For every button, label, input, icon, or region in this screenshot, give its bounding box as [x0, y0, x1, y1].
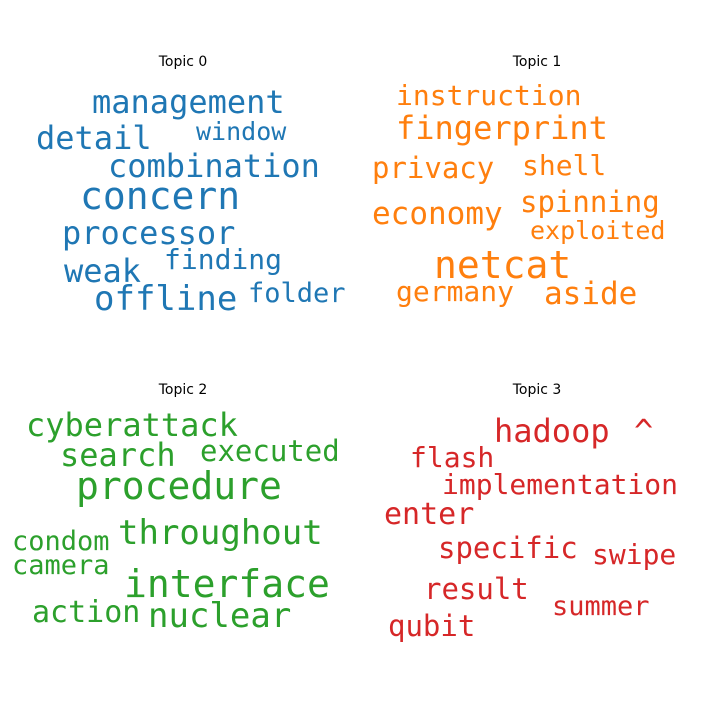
topic-2-word-condom: condom — [12, 526, 110, 557]
topic-1-word-shell: shell — [522, 149, 606, 182]
topic-3-word-qubit: qubit — [388, 609, 475, 643]
topic-0-word-combination: combination — [108, 147, 320, 185]
topic-2-word-search: search — [60, 436, 176, 474]
topic-2-word-nuclear: nuclear — [148, 596, 291, 636]
topic-3-word-summer: summer — [552, 591, 650, 622]
topic-1-word-aside: aside — [544, 276, 637, 312]
topic-2-word-interface: interface — [124, 562, 330, 606]
topic-1-word-privacy: privacy — [372, 151, 494, 185]
topic-1-word-germany: germany — [396, 275, 514, 308]
topic-3-word-implementation: implementation — [442, 468, 678, 501]
topic-0-word-finding: finding — [164, 243, 282, 276]
topic-2-word-cyberattack: cyberattack — [26, 406, 238, 444]
topic-3-word-hadoop: hadoop — [494, 412, 610, 450]
topic-1-title: Topic 1 — [512, 54, 562, 70]
topic-3-word-: ^ — [634, 412, 653, 450]
topic-2-word-throughout: throughout — [118, 513, 323, 553]
topic-0-word-processor: processor — [62, 214, 235, 252]
topic-0-word-concern: concern — [80, 174, 240, 218]
panel-topic-3: Topic 3 hadoop ^flashimplementationenters… — [384, 382, 678, 643]
topic-1-word-economy: economy — [372, 196, 503, 232]
topic-3-word-enter: enter — [384, 497, 474, 532]
topic-0-word-window: window — [196, 117, 287, 146]
topic-0-word-weak: weak — [64, 252, 141, 290]
topic-1-word-instruction: instruction — [396, 79, 581, 112]
topic-3-word-result: result — [424, 572, 529, 606]
topic-2-word-executed: executed — [200, 434, 340, 468]
topic-1-word-spinning: spinning — [520, 185, 660, 219]
topic-3-word-flash: flash — [410, 441, 494, 474]
topic-2-word-procedure: procedure — [76, 464, 282, 508]
topic-3-word-specific: specific — [438, 531, 578, 565]
topic-0-word-management: management — [92, 83, 285, 121]
topic-1-word-netcat: netcat — [434, 243, 571, 287]
topic-0-word-folder: folder — [248, 278, 346, 309]
topic-0-word-detail: detail — [36, 119, 152, 157]
topic-2-title: Topic 2 — [158, 382, 208, 398]
topic-0-word-offline: offline — [94, 279, 237, 319]
topic-1-word-fingerprint: fingerprint — [396, 109, 608, 147]
topic-2-word-camera: camera — [12, 550, 110, 581]
topic-3-title: Topic 3 — [512, 382, 562, 398]
topic-3-word-swipe: swipe — [592, 538, 676, 571]
topic-1-word-exploited: exploited — [530, 216, 665, 245]
topic-2-word-action: action — [32, 595, 140, 630]
topic-0-title: Topic 0 — [158, 54, 208, 70]
